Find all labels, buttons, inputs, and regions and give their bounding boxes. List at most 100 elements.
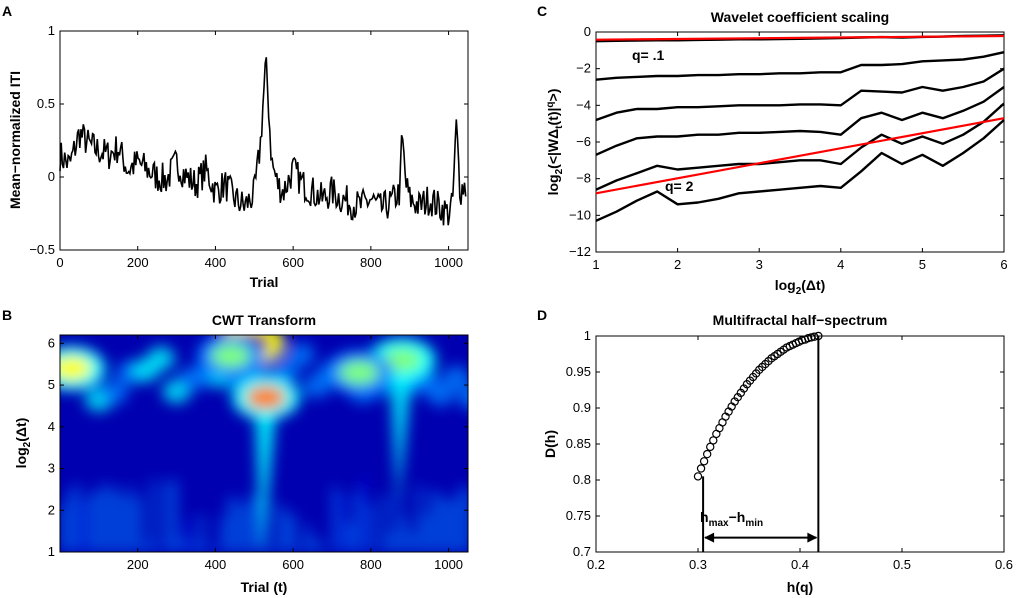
heatmap-streak — [276, 503, 282, 552]
panel-d-axes — [595, 335, 1005, 553]
panel-b-xtick-label: 600 — [282, 557, 304, 572]
panel-c-title: Wavelet coefficient scaling — [711, 9, 889, 25]
panel-d-point — [803, 333, 813, 343]
panel-a-ytick-label: 0.5 — [37, 96, 55, 111]
panel-a-ytick-label: 0 — [48, 169, 55, 184]
panel-d-arrowhead-right — [807, 532, 818, 543]
panel-c-series-7 — [595, 117, 1005, 195]
panel-d-ytick-label: 0.7 — [573, 544, 591, 559]
heatmap-streak — [241, 505, 247, 552]
panel-b-axes — [59, 334, 469, 553]
panel-b-ytick-label: 2 — [48, 502, 55, 517]
panel-c-series-5 — [595, 119, 1005, 222]
panel-b-ytick-label: 5 — [48, 377, 55, 392]
panel-c-xtick-label: 1 — [592, 257, 599, 272]
heatmap-streak — [402, 517, 408, 552]
panel-d-ytick-label: 0.75 — [566, 508, 591, 523]
panel-c-xtick-label: 5 — [919, 257, 926, 272]
heatmap-hotspot — [245, 385, 286, 410]
panel-d-xtick-label: 0.5 — [893, 557, 911, 572]
panel-d-xtick-label: 0.2 — [587, 557, 605, 572]
panel-c-letter: C — [537, 3, 547, 19]
heatmap-streak — [318, 542, 324, 552]
panel-a-xlabel: Trial — [250, 274, 279, 290]
panel-b-ylabel: log2(Δt) — [13, 418, 33, 469]
panel-d-ytick-label: 0.95 — [566, 364, 591, 379]
panel-c-ytick-label: −4 — [576, 97, 591, 112]
heatmap-streak — [66, 490, 72, 552]
panel-c-xtick-label: 3 — [756, 257, 763, 272]
heatmap-streak — [290, 514, 296, 552]
panel-a-xtick-label: 200 — [127, 255, 149, 270]
panel-a-xtick-label: 600 — [282, 255, 304, 270]
panel-c-series-1 — [595, 51, 1005, 81]
heatmap-blob — [286, 342, 315, 367]
heatmap-streak — [122, 497, 128, 552]
heatmap-streak — [227, 497, 233, 552]
panel-d: D Multifractal half−spectrum 0.2 0.3 0.4 0.… — [537, 307, 1013, 595]
panel-c-series-2 — [595, 67, 1005, 122]
heatmap-streak — [108, 490, 114, 552]
panel-b-xlabel: Trial (t) — [241, 579, 288, 595]
panel-c-annotation-q2: q= 2 — [665, 178, 694, 194]
heatmap-streak — [367, 503, 373, 552]
panel-b-letter: B — [2, 307, 12, 323]
panel-d-point — [706, 442, 715, 452]
panel-c-axes — [595, 31, 1005, 253]
panel-d-xtick-label: 0.6 — [995, 557, 1013, 572]
heatmap-hotspot — [381, 348, 422, 373]
heatmap-blob — [271, 359, 300, 384]
panel-c-series-3 — [595, 86, 1005, 156]
heatmap-streak — [388, 533, 394, 552]
panel-d-point — [814, 331, 823, 341]
heatmap-streak — [360, 477, 366, 552]
heatmap-streak — [101, 482, 107, 552]
heatmap-streak — [60, 505, 65, 552]
panel-d-title: Multifractal half−spectrum — [713, 312, 888, 328]
heatmap-streak — [248, 494, 254, 552]
heatmap-streak — [178, 537, 184, 552]
panel-c-ytick-label: −6 — [576, 134, 591, 149]
heatmap-streak — [157, 546, 163, 552]
heatmap-streak — [199, 515, 205, 552]
heatmap-streak — [206, 547, 212, 552]
panel-a-ylabel: Mean−normalized ITI — [7, 71, 23, 209]
panel-c-ytick-label: 0 — [584, 24, 591, 39]
panel-d-xtick-label: 0.4 — [791, 557, 809, 572]
panel-d-arrowhead-left — [704, 532, 715, 543]
heatmap-streak — [381, 495, 387, 552]
panel-d-annotation: hmax−hmin — [700, 509, 763, 529]
heatmap-streak — [430, 490, 436, 552]
heatmap-streak — [409, 532, 415, 552]
panel-c: C Wavelet coefficient scaling 1 2 3 4 5 6 −12 −… — [537, 3, 1008, 297]
heatmap-blob — [442, 365, 468, 390]
panel-d-point — [696, 464, 706, 473]
panel-d-xtick-label: 0.3 — [689, 557, 707, 572]
heatmap-streak — [213, 544, 219, 552]
heatmap-streak — [339, 494, 345, 552]
heatmap-streak — [423, 514, 429, 552]
heatmap-streak — [185, 516, 191, 552]
panel-c-ytick-label: −2 — [576, 61, 591, 76]
heatmap-streak — [297, 547, 303, 552]
heatmap-streak — [220, 516, 226, 552]
panel-a-ytick-label: 1 — [48, 23, 55, 38]
heatmap-streak — [150, 480, 156, 552]
heatmap-streak — [73, 483, 79, 552]
heatmap-cone — [390, 376, 412, 502]
heatmap-hotspot — [60, 356, 92, 381]
heatmap-streak — [115, 486, 121, 552]
heatmap-blob — [147, 346, 176, 371]
heatmap-streak — [353, 492, 359, 552]
heatmap-blob — [100, 379, 129, 404]
panel-a-xtick-label: 1000 — [434, 255, 463, 270]
heatmap-cone — [254, 393, 278, 552]
heatmap-blob — [457, 385, 468, 409]
heatmap-streak — [332, 486, 338, 552]
heatmap-streak — [458, 487, 464, 552]
panel-c-ylabel: log2(<|WΔt(t)|q>) — [545, 89, 565, 196]
heatmap-streak — [416, 486, 422, 552]
panel-d-xlabel: h(q) — [787, 579, 813, 595]
heatmap-streak — [374, 549, 380, 552]
